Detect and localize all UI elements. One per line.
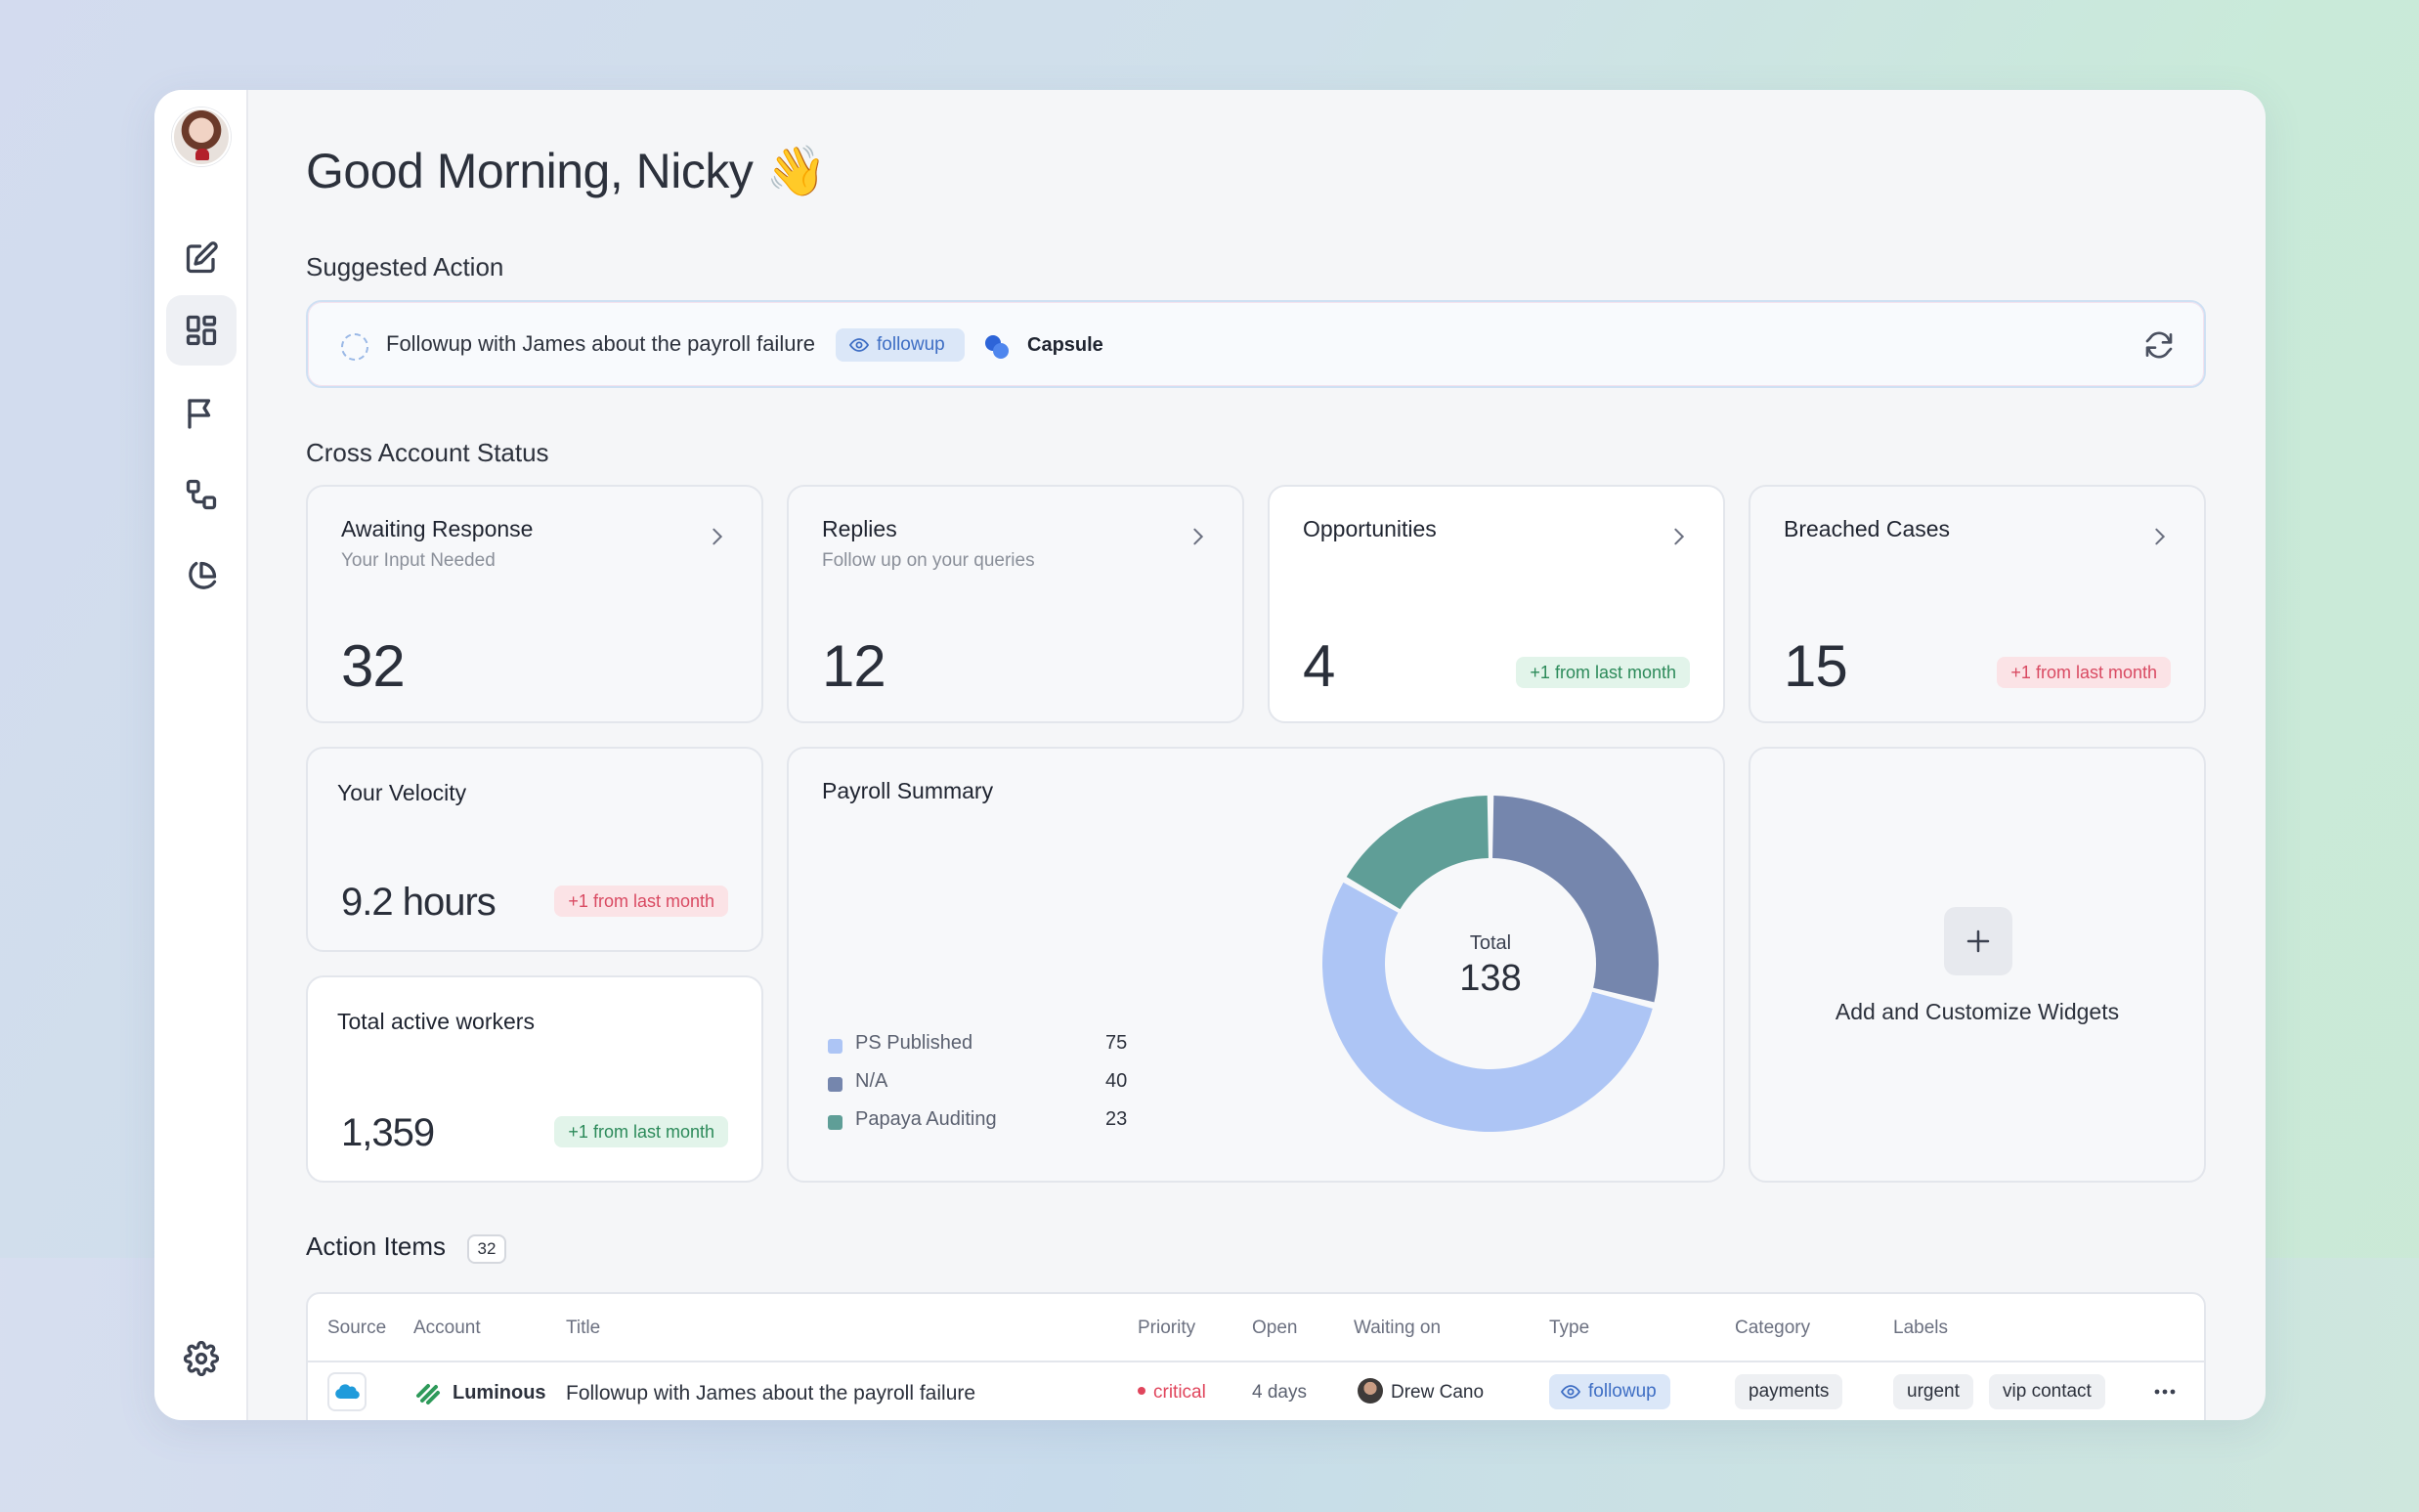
priority-badge: critical [1138,1382,1206,1404]
eye-icon [849,338,869,352]
sidebar [154,90,248,1420]
card-title: Replies [822,516,897,541]
card-value: 32 [341,633,406,699]
trend-badge: +1 from last month [1997,657,2171,688]
followup-tag[interactable]: followup [836,328,965,362]
pie-chart-icon[interactable] [166,541,237,612]
column-header[interactable]: Category [1735,1318,1811,1338]
card-title: Payroll Summary [822,778,994,803]
eye-icon [1561,1385,1580,1399]
trend-badge: +1 from last month [554,1116,728,1147]
donut-segment-n-a[interactable] [1492,796,1659,1003]
action-items-count: 32 [467,1234,506,1264]
legend-swatch [828,1115,842,1130]
legend-label: Papaya Auditing [855,1108,997,1130]
user-avatar[interactable] [172,108,231,166]
label-chip[interactable]: urgent [1893,1374,1973,1409]
card-value: 12 [822,633,886,699]
item-title[interactable]: Followup with James about the payroll fa… [566,1382,976,1404]
add-widget-button[interactable] [1944,907,2012,975]
salesforce-icon [327,1372,367,1411]
type-tag-label: followup [1588,1381,1657,1402]
card-title: Breached Cases [1784,516,1951,541]
add-widgets-card[interactable]: Add and Customize Widgets [1749,747,2206,1183]
donut-total-value: 138 [1459,958,1522,999]
plus-icon [1966,929,1990,953]
app-window: Good Morning, Nicky 👋 Suggested Action F… [154,90,2266,1420]
dashboard-icon[interactable] [166,295,237,366]
card-subtitle: Your Input Needed [341,550,496,571]
column-header[interactable]: Type [1549,1318,1590,1338]
legend-value: 40 [1105,1070,1128,1092]
open-duration: 4 days [1252,1382,1307,1403]
legend-value: 23 [1105,1108,1128,1130]
trend-badge: +1 from last month [1516,657,1690,688]
column-header[interactable]: Title [566,1318,601,1338]
column-header[interactable]: Priority [1138,1318,1196,1338]
card-subtitle: Follow up on your queries [822,550,1035,571]
card-value: 4 [1303,633,1335,699]
column-header[interactable]: Open [1252,1318,1298,1338]
label-chip[interactable]: vip contact [1989,1374,2105,1409]
column-header[interactable]: Labels [1893,1318,1948,1338]
chevron-right-icon[interactable] [2149,526,2171,547]
capsule-logo-icon [985,335,1009,359]
legend-label: N/A [855,1070,888,1092]
chevron-right-icon[interactable] [1188,526,1209,547]
donut-total-label: Total [1469,932,1512,954]
legend-swatch [828,1077,842,1092]
breached-cases-card[interactable]: Breached Cases 15 +1 from last month [1749,485,2206,723]
suggested-action-text: Followup with James about the payroll fa… [386,331,816,356]
card-title: Opportunities [1303,516,1437,541]
compose-icon[interactable] [166,223,237,293]
active-workers-card: Total active workers 1,359 +1 from last … [306,975,763,1183]
trend-badge: +1 from last month [554,886,728,917]
loading-spinner-icon [341,333,368,361]
person-avatar [1358,1378,1383,1404]
column-header[interactable]: Waiting on [1354,1318,1442,1338]
legend-swatch [828,1039,842,1054]
workflow-icon[interactable] [166,459,237,530]
refresh-icon[interactable] [2143,329,2175,361]
card-value: 1,359 [341,1111,435,1154]
column-header[interactable]: Source [327,1318,387,1338]
more-options-icon[interactable] [2153,1388,2177,1396]
donut-segment-papaya-auditing[interactable] [1346,796,1489,910]
type-tag[interactable]: followup [1549,1374,1670,1409]
awaiting-response-card[interactable]: Awaiting Response Your Input Needed 32 [306,485,763,723]
card-title: Awaiting Response [341,516,534,541]
category-chip[interactable]: payments [1735,1374,1843,1409]
waiting-on-name: Drew Cano [1391,1382,1485,1403]
page-greeting: Good Morning, Nicky 👋 [306,144,827,198]
opportunities-card[interactable]: Opportunities 4 +1 from last month [1268,485,1725,723]
header-divider [308,1361,2204,1362]
followup-tag-label: followup [877,334,945,355]
chevron-right-icon[interactable] [1668,526,1690,547]
card-value: 9.2 hours [341,881,497,924]
payroll-donut-chart [1322,796,1659,1132]
card-title: Your Velocity [337,780,467,805]
flag-icon[interactable] [166,377,237,448]
account-name: Luminous [453,1382,546,1404]
action-items-table: Source Account Title Priority Open Waiti… [306,1292,2206,1420]
donut-segment-ps-published[interactable] [1322,882,1653,1132]
legend-label: PS Published [855,1032,973,1054]
add-widgets-label: Add and Customize Widgets [1835,999,2120,1024]
suggested-action-card[interactable]: Followup with James about the payroll fa… [306,300,2206,388]
account-name: Capsule [1027,334,1103,356]
card-title: Total active workers [337,1009,535,1034]
suggested-action-heading: Suggested Action [306,252,504,281]
column-header[interactable]: Account [413,1318,481,1338]
settings-gear-icon[interactable] [166,1323,237,1394]
legend-value: 75 [1105,1032,1128,1054]
velocity-card: Your Velocity 9.2 hours +1 from last mon… [306,747,763,952]
payroll-summary-card: Payroll Summary PS Published 75 N/A 40 P… [787,747,1725,1183]
main-content: Good Morning, Nicky 👋 Suggested Action F… [306,90,2266,1420]
action-items-heading: Action Items [306,1231,447,1261]
luminous-logo-icon [416,1384,440,1404]
chevron-right-icon[interactable] [707,526,728,547]
card-value: 15 [1784,633,1848,699]
cross-account-heading: Cross Account Status [306,438,549,467]
replies-card[interactable]: Replies Follow up on your queries 12 [787,485,1244,723]
